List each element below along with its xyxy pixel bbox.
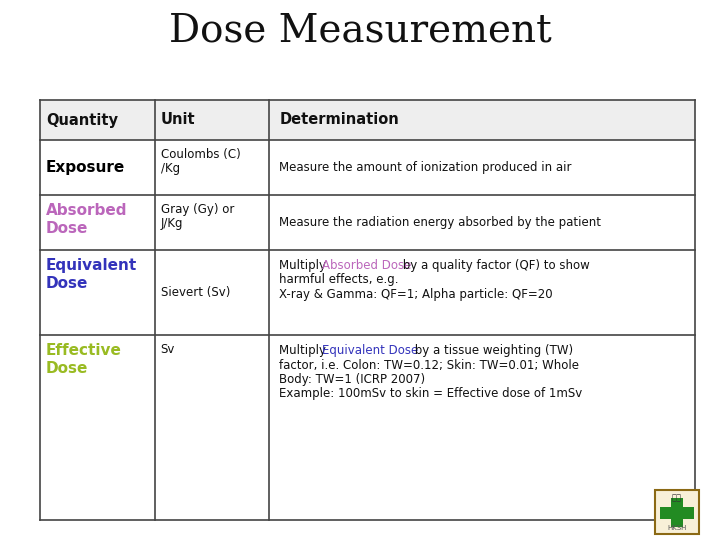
Bar: [40, 100, 695, 140]
Text: Measure the amount of ionization produced in air: Measure the amount of ionization produce…: [279, 161, 572, 174]
Text: Measure the radiation energy absorbed by the patient: Measure the radiation energy absorbed by…: [279, 216, 601, 229]
Text: factor, i.e. Colon: TW=0.12; Skin: TW=0.01; Whole: factor, i.e. Colon: TW=0.12; Skin: TW=0.…: [279, 359, 580, 372]
Text: Dose: Dose: [46, 361, 89, 376]
Text: X-ray & Gamma: QF=1; Alpha particle: QF=20: X-ray & Gamma: QF=1; Alpha particle: QF=…: [279, 288, 553, 301]
Text: HKSH: HKSH: [667, 525, 687, 531]
Text: Multiply: Multiply: [279, 344, 330, 357]
Text: Absorbed Dose: Absorbed Dose: [323, 259, 412, 272]
Text: by a tissue weighting (TW): by a tissue weighting (TW): [411, 344, 573, 357]
Text: Determination: Determination: [279, 112, 399, 127]
Text: J/Kg: J/Kg: [161, 217, 183, 230]
Text: Absorbed: Absorbed: [46, 203, 127, 218]
Text: Coulombs (C): Coulombs (C): [161, 148, 240, 161]
Text: Example: 100mSv to skin = Effective dose of 1mSv: Example: 100mSv to skin = Effective dose…: [279, 388, 582, 401]
Text: Dose Measurement: Dose Measurement: [168, 12, 552, 49]
Text: Dose: Dose: [46, 221, 89, 236]
Text: Sv: Sv: [161, 343, 175, 356]
Text: Equivalent Dose: Equivalent Dose: [323, 344, 418, 357]
Text: Exposure: Exposure: [46, 160, 125, 175]
Bar: [660, 507, 694, 518]
Text: Body: TW=1 (ICRP 2007): Body: TW=1 (ICRP 2007): [279, 373, 426, 386]
Text: 養和: 養和: [672, 493, 682, 502]
Text: Dose: Dose: [46, 276, 89, 291]
Text: /Kg: /Kg: [161, 162, 180, 175]
Text: Effective: Effective: [46, 343, 122, 358]
Text: Quantity: Quantity: [46, 112, 118, 127]
Bar: [671, 498, 683, 526]
Text: Sievert (Sv): Sievert (Sv): [161, 286, 230, 299]
Text: Gray (Gy) or: Gray (Gy) or: [161, 203, 234, 216]
Text: harmful effects, e.g.: harmful effects, e.g.: [279, 273, 399, 287]
Text: Equivalent: Equivalent: [46, 258, 138, 273]
Text: Unit: Unit: [161, 112, 195, 127]
Text: Multiply: Multiply: [279, 259, 330, 272]
Bar: [655, 490, 699, 534]
Text: by a quality factor (QF) to show: by a quality factor (QF) to show: [400, 259, 590, 272]
